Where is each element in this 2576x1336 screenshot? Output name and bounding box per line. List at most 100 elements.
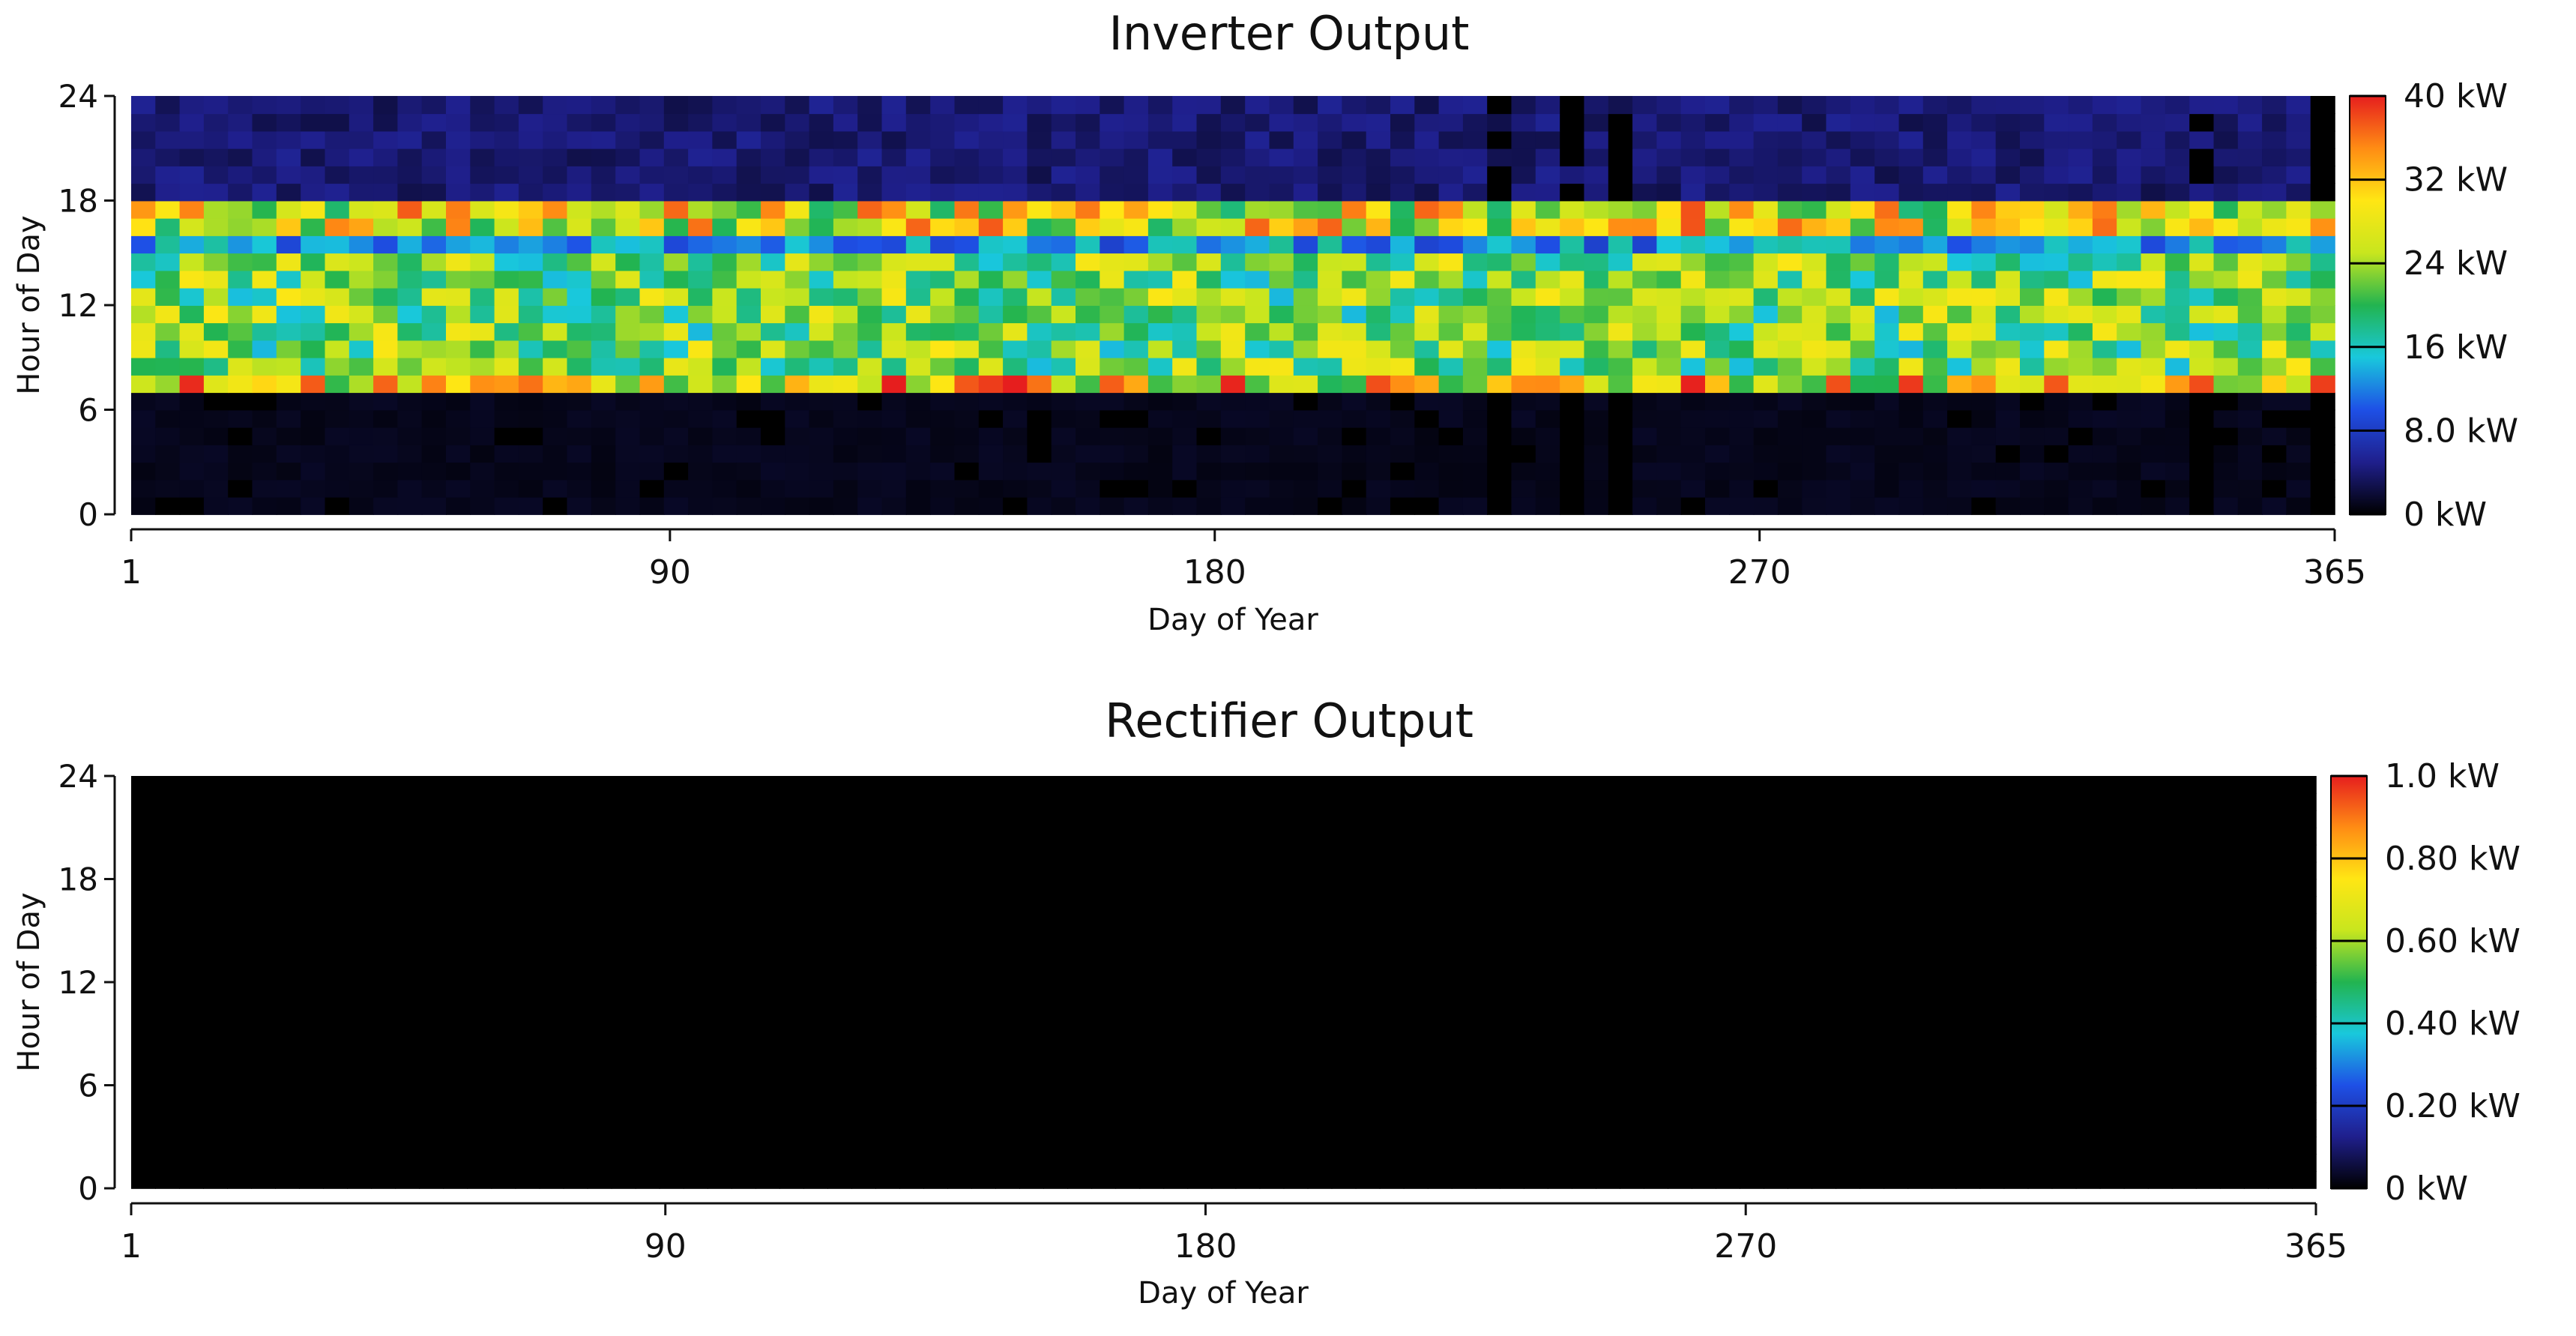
heatmap-cell: [1922, 462, 1948, 481]
heatmap-cell: [899, 1171, 924, 1189]
heatmap-cell: [587, 930, 612, 948]
heatmap-cell: [1572, 999, 1596, 1017]
heatmap-cell: [1632, 166, 1658, 184]
heatmap-cell: [227, 948, 252, 966]
heatmap-cell: [663, 409, 689, 428]
heatmap-cell: [421, 287, 447, 306]
heatmap-cell: [1572, 1119, 1596, 1137]
heatmap-cell: [1019, 1068, 1044, 1086]
heatmap-cell: [1211, 1033, 1237, 1052]
heatmap-cell: [1172, 130, 1198, 149]
heatmap-cell: [1139, 1102, 1165, 1121]
heatmap-cell: [1462, 287, 1488, 306]
heatmap-cell: [2219, 999, 2245, 1017]
heatmap-cell: [2165, 409, 2190, 428]
heatmap-cell: [659, 879, 684, 897]
heatmap-cell: [1163, 1085, 1189, 1104]
heatmap-cell: [227, 1154, 252, 1172]
heatmap-cell: [155, 357, 181, 376]
heatmap-cell: [761, 445, 786, 463]
heatmap-cell: [1462, 462, 1488, 481]
heatmap-cell: [203, 287, 229, 306]
heatmap-cell: [2123, 1068, 2149, 1086]
heatmap-cell: [1668, 861, 1692, 880]
heatmap-cell: [1123, 130, 1149, 149]
heatmap-cell: [494, 96, 519, 115]
heatmap-cell: [2195, 1050, 2221, 1069]
heatmap-cell: [2075, 1137, 2101, 1155]
heatmap-cell: [1777, 166, 1803, 184]
heatmap-cell: [1788, 1154, 1813, 1172]
heatmap-cell: [707, 861, 732, 880]
heatmap-cell: [1235, 861, 1261, 880]
heatmap-cell: [1656, 462, 1682, 481]
heatmap-cell: [1487, 322, 1512, 341]
heatmap-cell: [1100, 183, 1125, 202]
heatmap-cell: [1979, 810, 2005, 828]
heatmap-cell: [543, 130, 568, 149]
heatmap-cell: [1850, 113, 1875, 132]
heatmap-cell: [755, 965, 780, 983]
heatmap-cell: [635, 844, 660, 863]
heatmap-cell: [395, 1102, 420, 1121]
heatmap-cell: [1632, 375, 1658, 394]
heatmap-cell: [1196, 183, 1222, 202]
heatmap-cell: [1859, 1119, 1885, 1137]
heatmap-cell: [1740, 879, 1764, 897]
heatmap-cell: [567, 462, 592, 481]
heatmap-cell: [615, 322, 641, 341]
heatmap-cell: [2262, 270, 2287, 289]
heatmap-cell: [803, 913, 828, 931]
heatmap-cell: [755, 1171, 780, 1189]
heatmap-cell: [587, 810, 612, 828]
heatmap-cell: [1729, 287, 1755, 306]
heatmap-cell: [1922, 270, 1948, 289]
heatmap-cell: [591, 322, 616, 341]
heatmap-cell: [467, 1137, 492, 1155]
heatmap-cell: [1826, 130, 1851, 149]
heatmap-cell: [419, 999, 444, 1017]
heatmap-cell: [1331, 792, 1357, 811]
heatmap-cell: [1547, 1102, 1572, 1121]
heatmap-cell: [1115, 1154, 1141, 1172]
heatmap-cell: [1802, 96, 1827, 115]
heatmap-cell: [494, 340, 519, 358]
heatmap-cell: [179, 409, 205, 428]
heatmap-cell: [1931, 1050, 1957, 1069]
heatmap-cell: [1620, 827, 1644, 846]
heatmap-cell: [1187, 965, 1213, 983]
heatmap-cell: [1293, 392, 1318, 411]
heatmap-cell: [591, 148, 616, 166]
heatmap-cell: [2099, 982, 2125, 1000]
heatmap-cell: [397, 445, 423, 463]
heatmap-cell: [803, 1137, 828, 1155]
heatmap-cell: [1584, 305, 1609, 324]
heatmap-cell: [179, 776, 204, 794]
heatmap-cell: [2123, 776, 2149, 794]
heatmap-cell: [2027, 1154, 2053, 1172]
heatmap-cell: [2310, 235, 2335, 254]
heatmap-cell: [1883, 1068, 1909, 1086]
heatmap-cell: [1438, 322, 1464, 341]
heatmap-cell: [591, 392, 616, 411]
heatmap-cell: [1027, 235, 1052, 254]
heatmap-cell: [857, 148, 883, 166]
heatmap-cell: [1620, 913, 1644, 931]
heatmap-cell: [1318, 130, 1343, 149]
heatmap-cell: [1283, 776, 1309, 794]
heatmap-cell: [1307, 1050, 1333, 1069]
heatmap-cell: [1883, 792, 1909, 811]
heatmap-cell: [809, 253, 834, 271]
heatmap-cell: [2003, 999, 2029, 1017]
heatmap-cell: [2020, 200, 2045, 219]
heatmap-cell: [1403, 1137, 1429, 1155]
heatmap-cell: [2123, 1154, 2149, 1172]
heatmap-cell: [543, 375, 568, 394]
heatmap-cell: [1898, 217, 1924, 236]
heatmap-cell: [1656, 409, 1682, 428]
heatmap-cell: [923, 861, 948, 880]
heatmap-cell: [1931, 1068, 1957, 1086]
heatmap-cell: [203, 982, 228, 1000]
heatmap-cell: [1656, 253, 1682, 271]
heatmap-cell: [1487, 479, 1512, 498]
